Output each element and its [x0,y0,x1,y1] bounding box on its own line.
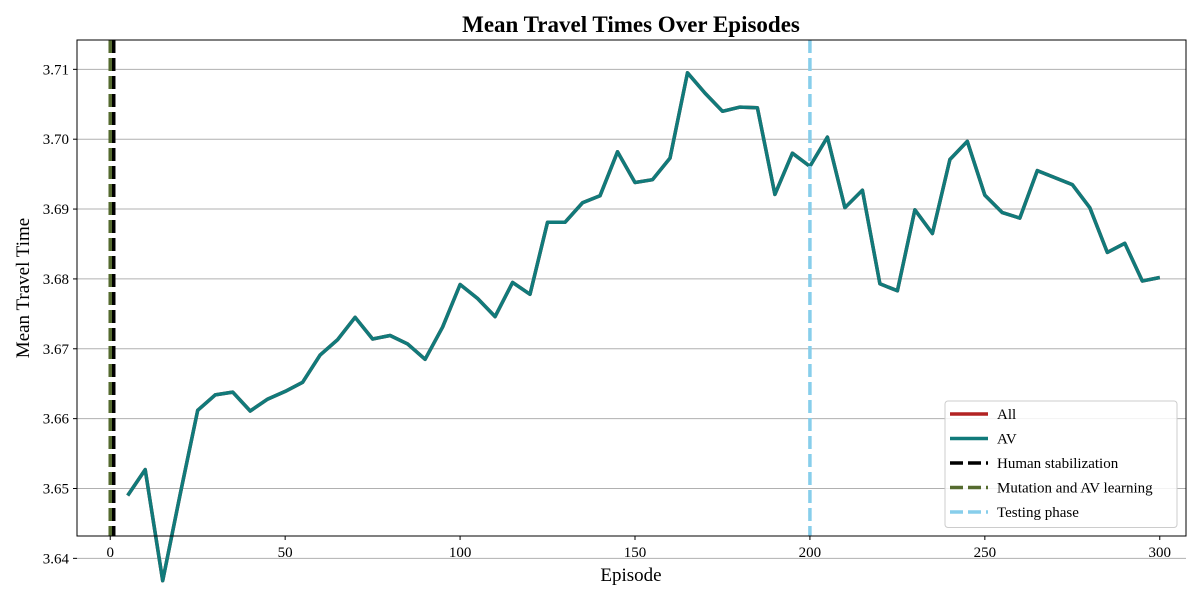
plot-series [126,71,1161,583]
x-tick-label: 50 [278,545,293,561]
series-line-av [126,71,1161,583]
y-tick-label: 3.71 [43,62,69,78]
x-tick-label: 300 [1149,545,1172,561]
chart-title: Mean Travel Times Over Episodes [462,12,800,37]
x-tick-label: 150 [624,545,647,561]
legend-label: Mutation and AV learning [997,481,1153,497]
legend-label: AV [997,432,1017,448]
grid-lines [77,68,1186,559]
x-tick-label: 250 [974,545,997,561]
y-tick-label: 3.70 [43,132,69,148]
legend: All AV Human stabilization Mutation and AV … [944,400,1178,528]
x-tick-label: 0 [106,545,114,561]
plot-frame [76,39,1187,537]
legend-label: All [997,407,1016,423]
y-tick-label: 3.69 [43,202,69,218]
legend-box [944,400,1178,528]
y-tick-label: 3.64 [43,551,70,567]
vertical-markers [108,40,812,536]
y-tick-label: 3.66 [43,412,70,428]
x-axis-ticks: 0 50 100 150 200 250 300 [106,536,1171,561]
legend-label: Testing phase [997,505,1079,521]
y-tick-label: 3.67 [43,342,70,358]
y-tick-label: 3.68 [43,272,69,288]
y-tick-label: 3.65 [43,481,69,497]
y-axis-ticks: 3.64 3.65 3.66 3.67 3.68 3.69 3.70 3.71 [43,62,77,567]
y-axis-label: Mean Travel Time [13,218,34,358]
x-axis-label: Episode [600,565,661,586]
x-tick-label: 100 [449,545,472,561]
legend-label: Human stabilization [997,456,1119,472]
x-tick-label: 200 [799,545,822,561]
